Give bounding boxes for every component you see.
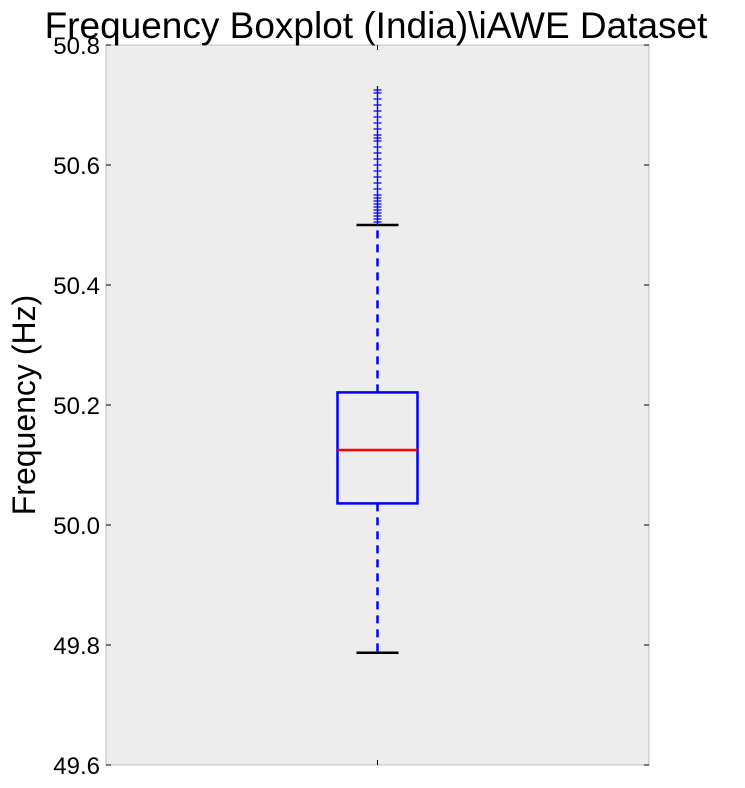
y-tick-label: 50.4 — [53, 273, 100, 300]
y-tick-label: 50.8 — [53, 33, 100, 60]
y-tick-label: 49.6 — [53, 753, 100, 780]
y-tick-label: 50.0 — [53, 513, 100, 540]
interquartile-box — [336, 391, 419, 505]
outlier-marker — [373, 86, 382, 94]
y-axis-label: Frequency (Hz) — [6, 295, 42, 516]
y-tick-label: 50.2 — [53, 393, 100, 420]
axis-ticks: 49.6 49.8 50.0 50.2 50.4 50.6 50.8 — [53, 33, 649, 780]
chart-title: Frequency Boxplot (India)\iAWE Dataset — [45, 5, 709, 46]
y-tick-label: 49.8 — [53, 633, 100, 660]
y-tick-label: 50.6 — [53, 153, 100, 180]
box-layer — [336, 86, 419, 655]
